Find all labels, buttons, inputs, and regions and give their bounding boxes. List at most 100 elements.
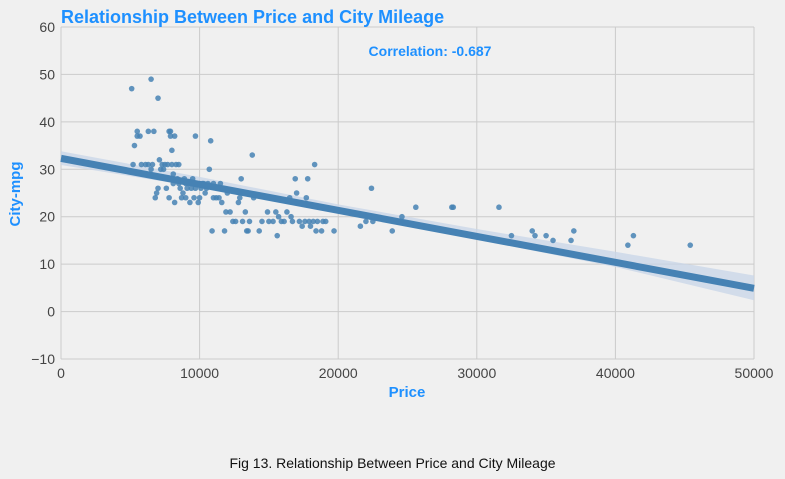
data-point: [176, 161, 182, 168]
correlation-annotation: Correlation: -0.687: [369, 43, 492, 59]
data-point: [180, 190, 186, 196]
y-axis-ticks: −10 0 10 20 30 40 50 60: [31, 19, 55, 367]
y-axis-label: City-mpg: [7, 162, 24, 227]
data-point: [249, 152, 256, 158]
y-tick-label: 0: [47, 304, 55, 320]
x-axis-ticks: 0 10000 20000 30000 40000 50000: [57, 365, 774, 381]
data-point: [284, 209, 290, 215]
data-point: [148, 166, 154, 173]
data-point: [145, 161, 152, 168]
data-point: [306, 218, 312, 225]
data-point: [235, 199, 242, 206]
data-point: [270, 218, 276, 225]
data-point: [450, 204, 457, 211]
data-point: [304, 175, 311, 182]
data-point: [322, 218, 329, 225]
data-point: [160, 166, 167, 173]
x-tick-label: 0: [57, 365, 65, 381]
data-point: [134, 128, 141, 135]
data-point: [218, 199, 225, 206]
grid: [60, 26, 755, 360]
data-point: [171, 199, 178, 206]
y-tick-label: 50: [39, 66, 55, 82]
data-point: [221, 228, 228, 234]
data-point: [188, 185, 195, 192]
data-point: [292, 175, 299, 182]
data-point: [131, 142, 138, 149]
data-point: [149, 161, 156, 168]
y-tick-label: 30: [39, 161, 55, 177]
x-tick-label: 10000: [180, 365, 219, 381]
x-axis-label: Price: [389, 384, 426, 401]
data-point: [128, 85, 135, 92]
data-point: [318, 228, 325, 234]
data-point: [207, 138, 214, 144]
data-point: [206, 166, 213, 173]
data-point: [196, 194, 203, 201]
data-point: [177, 185, 183, 192]
data-point: [178, 194, 185, 201]
data-point: [529, 228, 536, 234]
data-point: [630, 232, 637, 239]
y-tick-label: 60: [39, 19, 55, 35]
x-tick-label: 30000: [457, 365, 496, 381]
data-point: [151, 128, 157, 135]
data-point: [223, 209, 229, 215]
y-tick-label: 10: [39, 256, 55, 272]
data-point: [153, 190, 160, 196]
data-point: [155, 95, 161, 101]
data-point: [169, 161, 175, 168]
data-point: [303, 194, 310, 201]
data-point: [246, 218, 253, 225]
data-point: [238, 175, 244, 182]
data-point: [275, 213, 282, 220]
data-point: [192, 133, 199, 139]
data-point: [202, 190, 208, 196]
data-point: [232, 218, 239, 225]
data-point: [148, 76, 154, 82]
data-point: [145, 128, 152, 135]
data-point: [399, 213, 405, 220]
data-point: [264, 209, 271, 215]
data-point: [550, 237, 556, 244]
x-tick-label: 20000: [319, 365, 358, 381]
chart-title: Relationship Between Price and City Mile…: [61, 7, 444, 27]
data-point: [169, 147, 175, 154]
data-point: [357, 223, 364, 229]
data-point: [293, 190, 300, 196]
data-point: [274, 232, 281, 239]
regression-line-group: [60, 154, 755, 292]
data-point: [256, 228, 262, 234]
data-point: [368, 185, 375, 192]
data-point: [182, 194, 189, 201]
y-tick-label: 20: [39, 209, 55, 225]
data-point: [266, 218, 272, 225]
data-point: [138, 161, 145, 168]
data-point: [496, 204, 502, 211]
data-point: [313, 228, 319, 234]
data-point: [187, 199, 193, 206]
x-tick-label: 40000: [596, 365, 635, 381]
data-point: [184, 185, 190, 192]
data-point: [236, 194, 243, 201]
data-point: [156, 157, 163, 163]
data-point: [363, 218, 369, 225]
data-point: [273, 209, 279, 215]
data-point: [167, 128, 174, 135]
data-point: [311, 161, 318, 168]
data-point: [288, 213, 294, 220]
data-point: [155, 185, 161, 192]
y-tick-label: −10: [31, 351, 55, 367]
data-point: [242, 209, 249, 215]
data-point: [227, 209, 233, 215]
data-point: [331, 228, 337, 234]
data-point: [314, 218, 321, 225]
data-point: [307, 223, 314, 229]
data-point: [571, 228, 577, 234]
data-point: [259, 218, 265, 225]
data-point: [625, 242, 631, 248]
data-point: [164, 161, 171, 168]
data-point: [413, 204, 419, 211]
scatter-chart: 0 10000 20000 30000 40000 50000 −100102030405…: [7, 7, 774, 401]
data-point: [568, 237, 574, 244]
